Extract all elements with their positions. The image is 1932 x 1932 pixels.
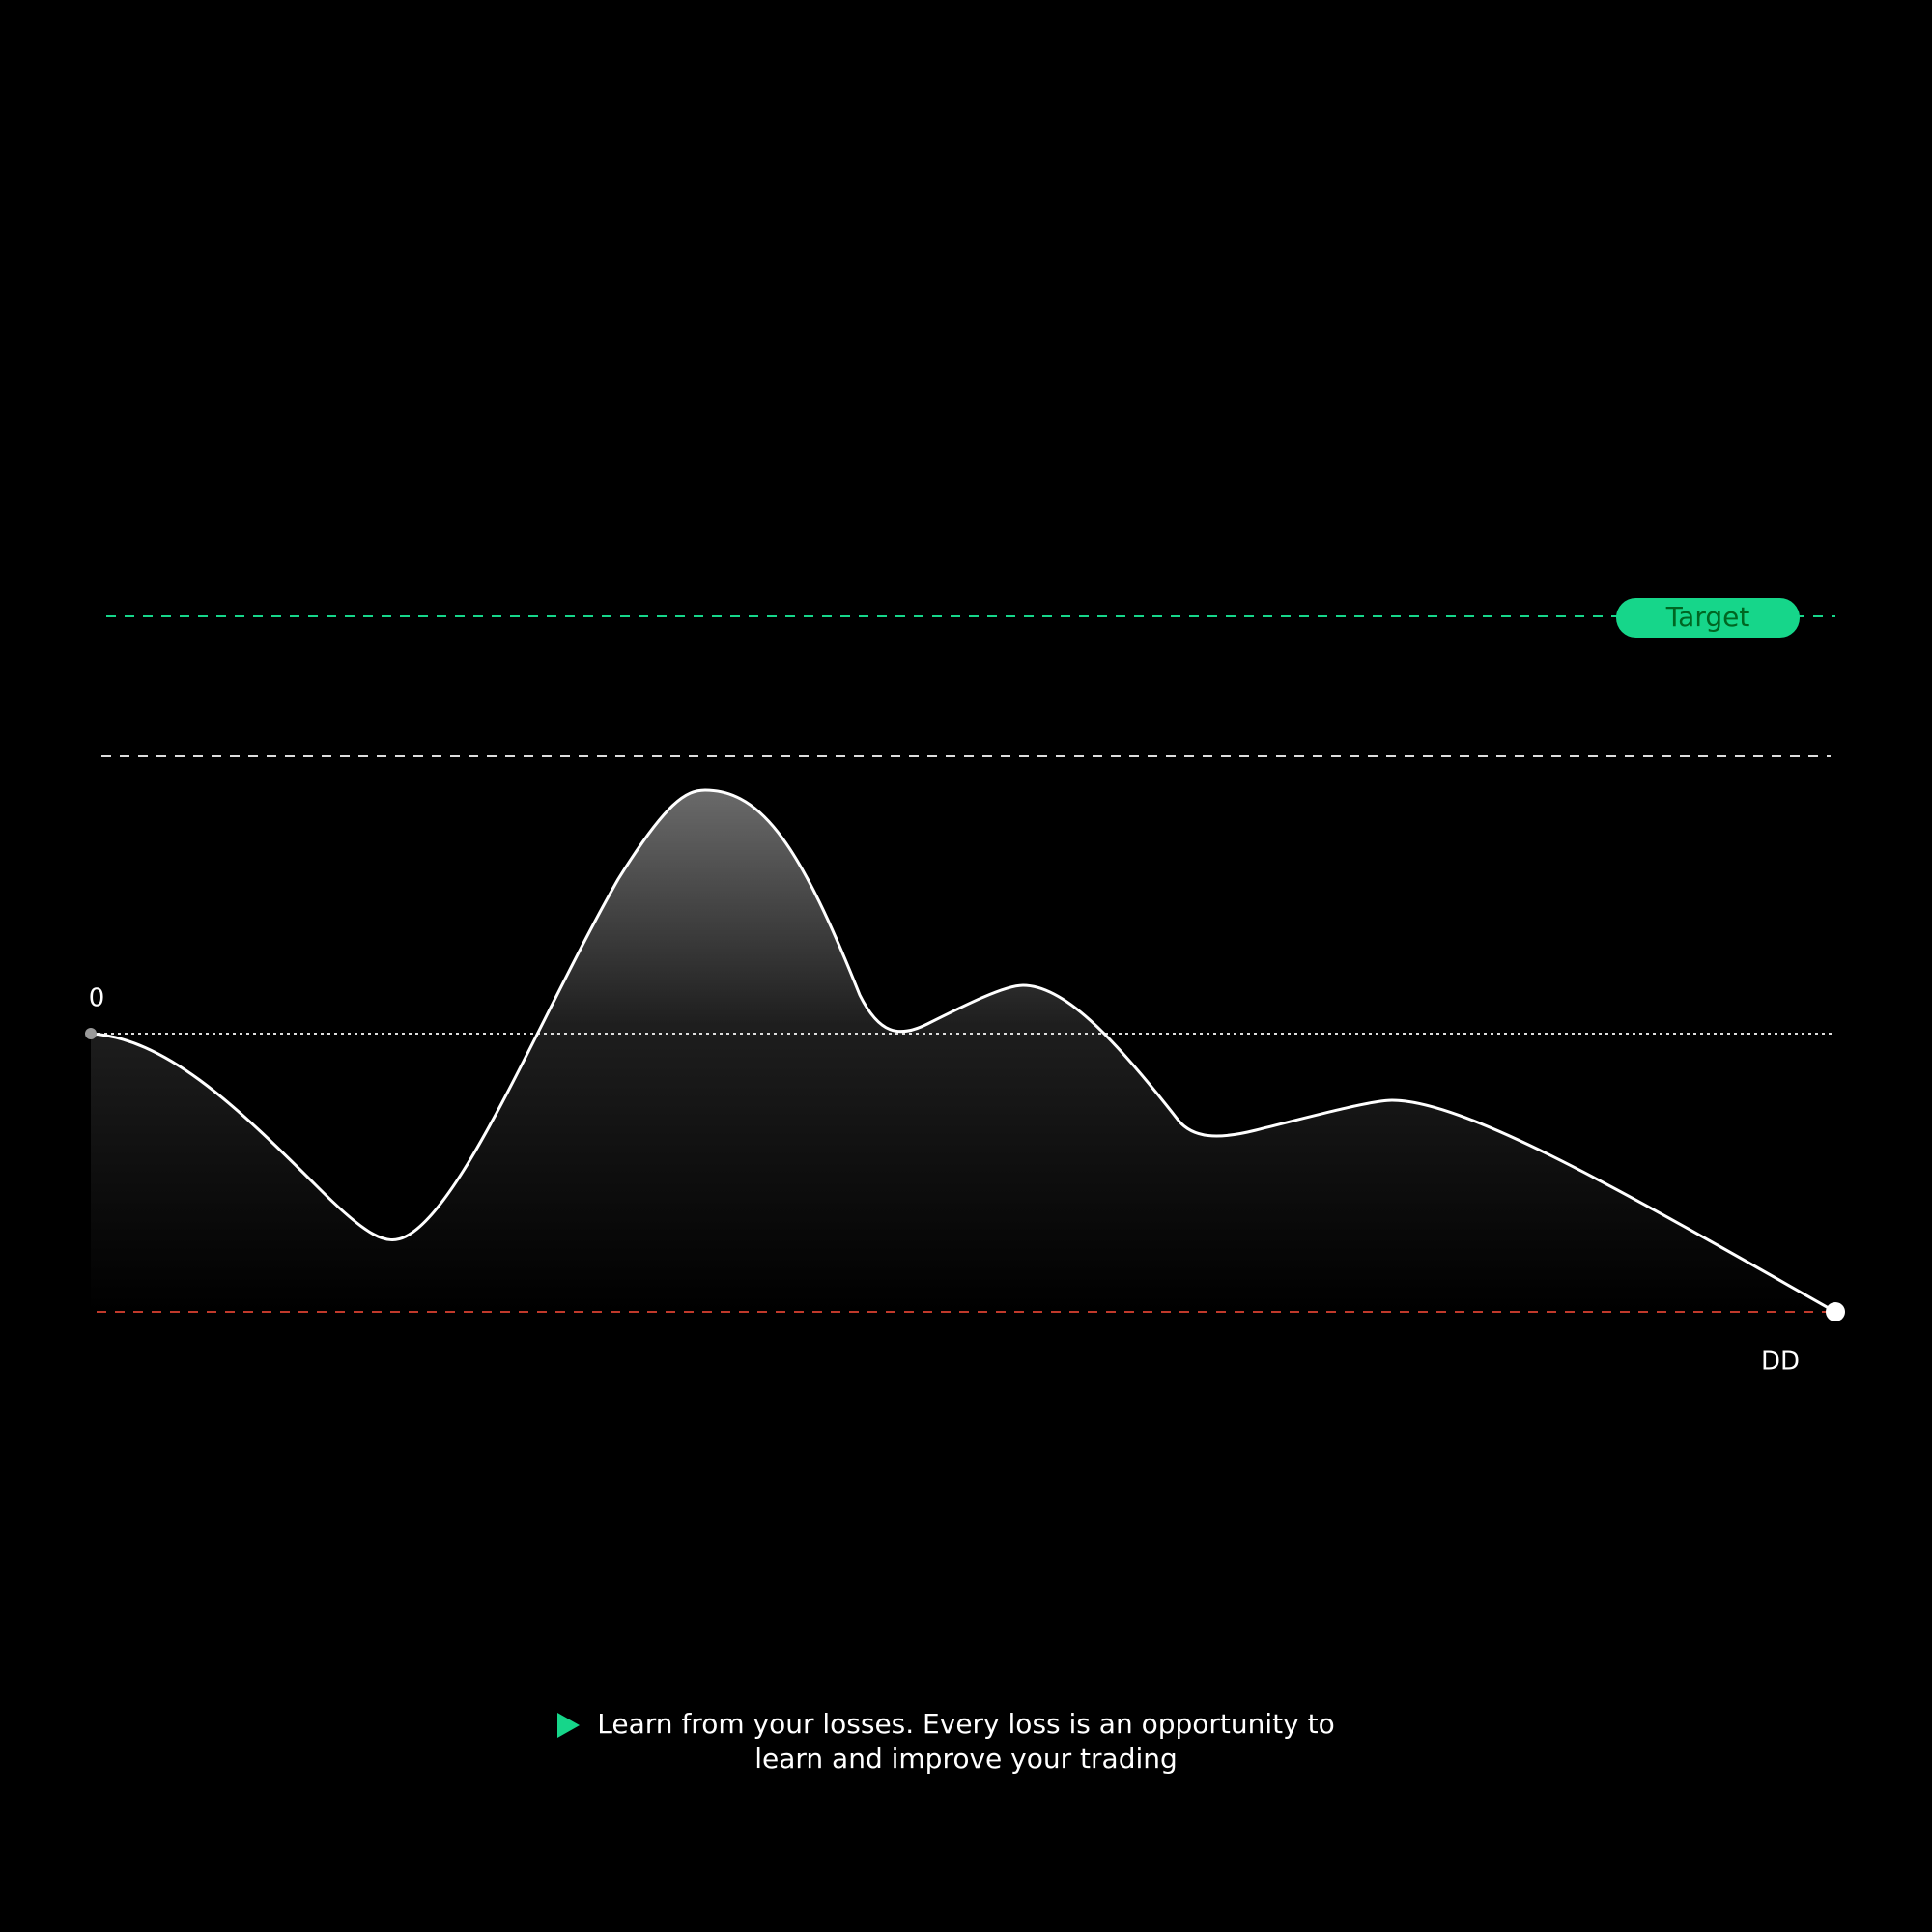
zero-label: 0 xyxy=(89,984,105,1013)
end-point xyxy=(1826,1302,1845,1321)
target-pill xyxy=(1616,598,1800,638)
equity-curve xyxy=(90,788,1836,1314)
drawdown-label: DD xyxy=(1761,1348,1800,1377)
bullet-icon xyxy=(557,1713,580,1738)
start-point xyxy=(85,1028,97,1039)
caption-line: Learn from your losses. Every loss is an… xyxy=(597,1708,1334,1740)
area xyxy=(91,790,1835,1312)
caption-line: learn and improve your trading xyxy=(754,1743,1178,1775)
target-label: Target xyxy=(1665,601,1750,633)
